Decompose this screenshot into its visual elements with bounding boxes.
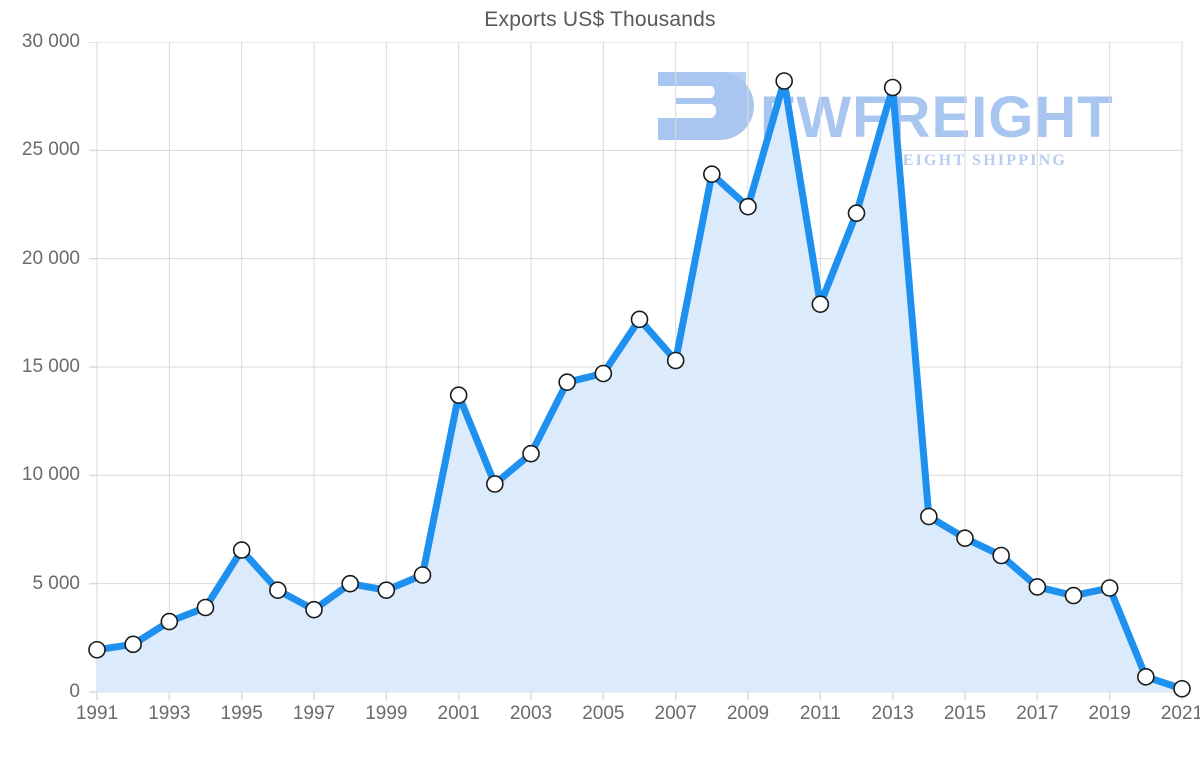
x-axis-tick-label: 2009 bbox=[726, 703, 770, 724]
data-point-marker[interactable] bbox=[630, 310, 649, 329]
data-point-marker[interactable] bbox=[413, 566, 432, 584]
area-fill bbox=[97, 81, 1182, 692]
x-axis-tick-label: 2005 bbox=[582, 703, 625, 724]
data-point-marker[interactable] bbox=[486, 475, 504, 493]
x-axis-tick-label: 1993 bbox=[148, 703, 191, 724]
data-point-marker[interactable] bbox=[558, 373, 576, 391]
x-axis-tick-label: 1997 bbox=[292, 703, 336, 724]
data-point-marker[interactable] bbox=[269, 581, 287, 599]
x-axis-tick-label: 1999 bbox=[365, 703, 408, 724]
y-axis-tick-label: 30 000 bbox=[21, 31, 80, 52]
data-point-marker[interactable] bbox=[883, 78, 902, 97]
x-axis-tick-label: 2007 bbox=[654, 703, 697, 724]
data-point-marker[interactable] bbox=[594, 364, 613, 383]
data-point-marker[interactable] bbox=[1100, 579, 1119, 597]
data-point-marker[interactable] bbox=[920, 507, 938, 526]
data-point-marker[interactable] bbox=[1028, 578, 1047, 596]
x-axis-tick-label: 2015 bbox=[943, 703, 987, 724]
data-point-marker[interactable] bbox=[992, 546, 1010, 565]
x-axis-tick-label: 2001 bbox=[437, 703, 480, 724]
y-axis-labels: 0 5 000 10 000 15 000 20 000 25 000 30 000 bbox=[0, 0, 80, 763]
data-point-marker[interactable] bbox=[1064, 586, 1083, 605]
data-point-marker[interactable] bbox=[196, 598, 215, 617]
y-axis-tick-label: 15 000 bbox=[21, 356, 80, 377]
y-axis-tick-label: 20 000 bbox=[21, 247, 80, 269]
y-axis-tick-label: 0 bbox=[69, 681, 80, 702]
data-point-marker[interactable] bbox=[847, 204, 866, 222]
x-axis-tick-label: 2021 bbox=[1160, 703, 1200, 724]
data-point-marker[interactable] bbox=[449, 386, 468, 404]
chart-title: Exports US$ Thousands bbox=[484, 8, 716, 31]
data-point-marker[interactable] bbox=[703, 165, 721, 183]
y-axis-tick-label: 10 000 bbox=[21, 464, 80, 486]
x-axis-tick-label: 2017 bbox=[1016, 703, 1059, 724]
y-axis-tick-label: 5 000 bbox=[32, 572, 80, 594]
data-point-marker[interactable] bbox=[775, 72, 793, 90]
data-point-marker[interactable] bbox=[88, 640, 106, 659]
data-point-marker[interactable] bbox=[341, 574, 359, 593]
data-point-markers bbox=[88, 72, 1191, 698]
x-axis-tick-label: 2003 bbox=[509, 703, 553, 724]
x-axis-tick-label: 2011 bbox=[799, 703, 841, 724]
data-point-marker[interactable] bbox=[1137, 668, 1155, 686]
data-point-marker[interactable] bbox=[377, 581, 396, 599]
data-point-marker[interactable] bbox=[811, 295, 830, 313]
data-point-marker[interactable] bbox=[739, 197, 757, 216]
x-axis-tick-label: 1995 bbox=[220, 703, 263, 724]
x-axis-labels: 1991 1993 1995 1997 1999 2001 2003 2005 2007 2009… bbox=[0, 703, 1200, 743]
data-point-marker[interactable] bbox=[124, 635, 142, 654]
x-axis-tick-label: 2019 bbox=[1088, 703, 1131, 724]
data-point-marker[interactable] bbox=[232, 541, 251, 559]
data-point-marker[interactable] bbox=[666, 351, 685, 370]
data-point-marker[interactable] bbox=[956, 529, 974, 547]
chart-plot bbox=[88, 42, 1191, 700]
y-axis-tick-label: 25 000 bbox=[21, 139, 80, 161]
data-point-marker[interactable] bbox=[160, 612, 179, 631]
data-point-marker[interactable] bbox=[305, 600, 323, 619]
data-point-marker[interactable] bbox=[1173, 679, 1191, 698]
x-axis-tick-label: 1991 bbox=[75, 703, 119, 724]
data-point-marker[interactable] bbox=[522, 444, 540, 463]
x-axis-tick-label: 2013 bbox=[871, 703, 914, 724]
